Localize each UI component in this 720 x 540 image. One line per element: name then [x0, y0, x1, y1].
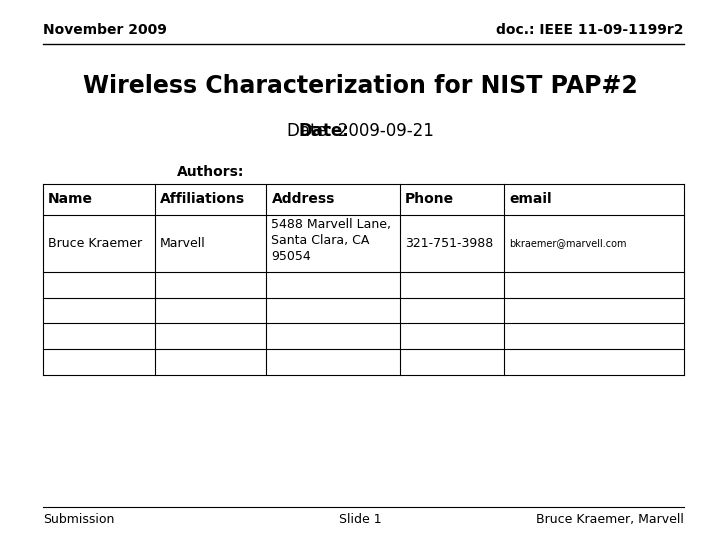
Text: 5488 Marvell Lane,
Santa Clara, CA
95054: 5488 Marvell Lane, Santa Clara, CA 95054 [271, 218, 392, 262]
Text: Marvell: Marvell [160, 237, 206, 250]
Text: Bruce Kraemer: Bruce Kraemer [48, 237, 143, 250]
Text: Bruce Kraemer, Marvell: Bruce Kraemer, Marvell [536, 513, 684, 526]
Text: 321-751-3988: 321-751-3988 [405, 237, 493, 250]
Text: Affiliations: Affiliations [160, 192, 245, 206]
Text: email: email [509, 192, 552, 206]
Text: Address: Address [271, 192, 335, 206]
Text: Name: Name [48, 192, 94, 206]
Text: Phone: Phone [405, 192, 454, 206]
Text: Date:: Date: [299, 122, 350, 140]
Text: Wireless Characterization for NIST PAP#2: Wireless Characterization for NIST PAP#2 [83, 75, 637, 98]
Text: doc.: IEEE 11-09-1199r2: doc.: IEEE 11-09-1199r2 [497, 23, 684, 37]
Text: Authors:: Authors: [177, 165, 244, 179]
Text: Submission: Submission [43, 513, 114, 526]
Text: November 2009: November 2009 [43, 23, 167, 37]
Text: Date: 2009-09-21: Date: 2009-09-21 [287, 122, 433, 140]
Text: Slide 1: Slide 1 [338, 513, 382, 526]
Text: bkraemer@marvell.com: bkraemer@marvell.com [509, 238, 626, 248]
